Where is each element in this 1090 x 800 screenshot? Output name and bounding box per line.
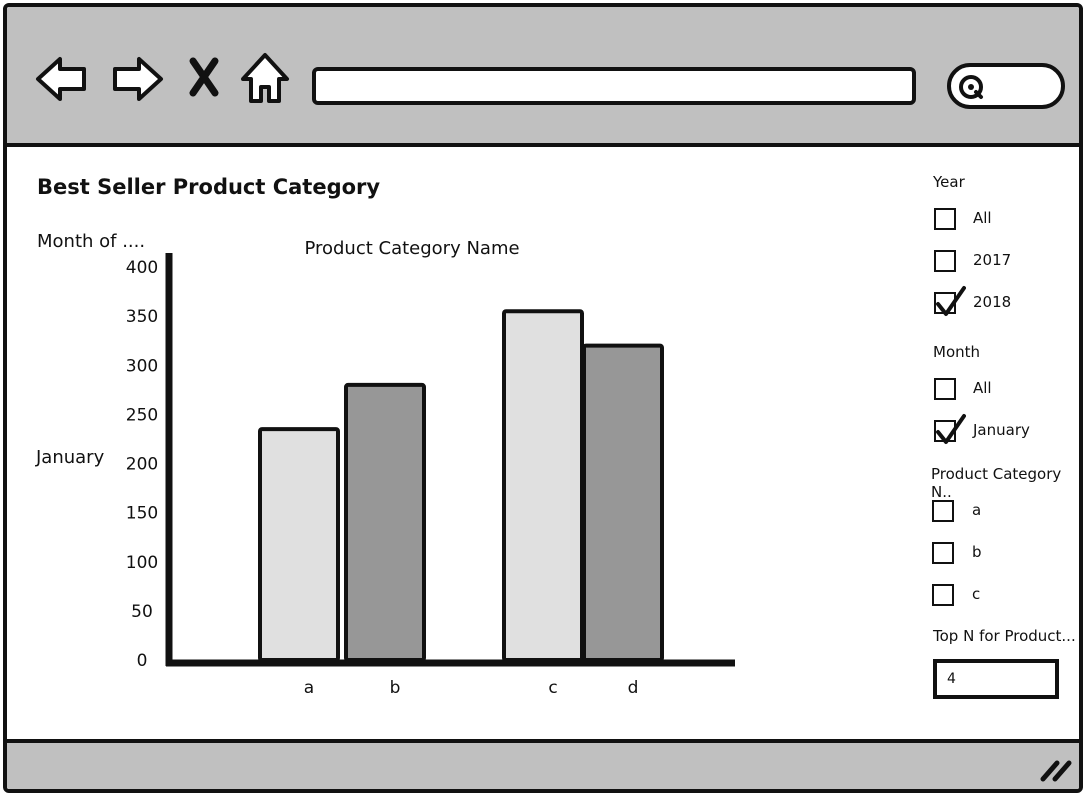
y-tick-label: 50 [131, 602, 153, 622]
bar-c [502, 309, 584, 662]
url-bar[interactable] [312, 67, 916, 105]
row-header: Month of .... [37, 231, 146, 252]
category-checkbox-0[interactable] [932, 500, 954, 522]
bar-a [258, 427, 340, 662]
year-checkbox-2[interactable] [934, 286, 966, 316]
category-option-label: c [972, 585, 981, 603]
x-tick-label: a [304, 678, 314, 698]
category-option-label: a [972, 501, 982, 519]
year-option-label: 2018 [973, 293, 1012, 311]
topn-input[interactable]: 4 [933, 659, 1059, 699]
month-option-label: All [973, 379, 992, 397]
browser-toolbar [7, 7, 1079, 147]
y-tick-label: 250 [126, 405, 158, 425]
month-option-label: January [973, 421, 1030, 439]
year-checkbox-0[interactable] [934, 208, 956, 230]
checkmark-icon [936, 286, 966, 316]
year-option-label: All [973, 209, 992, 227]
y-tick-label: 0 [137, 651, 148, 671]
category-filter-label: Product Category N.. [931, 465, 1062, 501]
month-checkbox-0[interactable] [934, 378, 956, 400]
back-button[interactable] [32, 47, 92, 107]
y-tick-label: 300 [126, 356, 158, 376]
year-option-label: 2017 [973, 251, 1012, 269]
close-icon [189, 57, 219, 97]
y-tick-label: 400 [126, 258, 158, 278]
month-checkbox-1[interactable] [934, 414, 966, 444]
x-tick-label: d [628, 678, 639, 698]
category-checkbox-2[interactable] [932, 584, 954, 606]
y-tick-label: 100 [126, 553, 158, 573]
checkmark-icon [936, 414, 966, 444]
year-filter-label: Year [933, 173, 965, 191]
category-checkbox-1[interactable] [932, 542, 954, 564]
year-checkbox-1[interactable] [934, 250, 956, 272]
y-tick-label: 150 [126, 504, 158, 524]
y-tick-label: 350 [126, 307, 158, 327]
x-tick-label: c [548, 678, 557, 698]
resize-grip-icon[interactable] [1039, 755, 1073, 783]
page-title: Best Seller Product Category [37, 175, 381, 199]
home-icon [241, 53, 289, 103]
search-box[interactable] [947, 63, 1065, 109]
forward-arrow-icon [113, 57, 163, 101]
stop-button[interactable] [179, 47, 229, 107]
home-button[interactable] [235, 47, 295, 107]
chart-title: Product Category Name [304, 238, 519, 259]
status-bar [7, 739, 1079, 789]
y-tick-label: 200 [126, 455, 158, 475]
bar-d [582, 343, 664, 662]
bar-chart: Product Category Name 0 50 100 150 200 250 300 3… [126, 238, 735, 698]
month-filter-label: Month [933, 343, 981, 361]
back-arrow-icon [36, 57, 86, 101]
category-option-label: b [972, 543, 982, 561]
search-icon [959, 75, 983, 99]
forward-button[interactable] [107, 47, 167, 107]
topn-filter-label: Top N for Product... [933, 627, 1076, 645]
browser-window: Best Seller Product Category Month of ..… [3, 3, 1083, 793]
x-tick-label: b [390, 678, 401, 698]
bar-b [344, 382, 426, 662]
row-value: January [36, 447, 105, 468]
